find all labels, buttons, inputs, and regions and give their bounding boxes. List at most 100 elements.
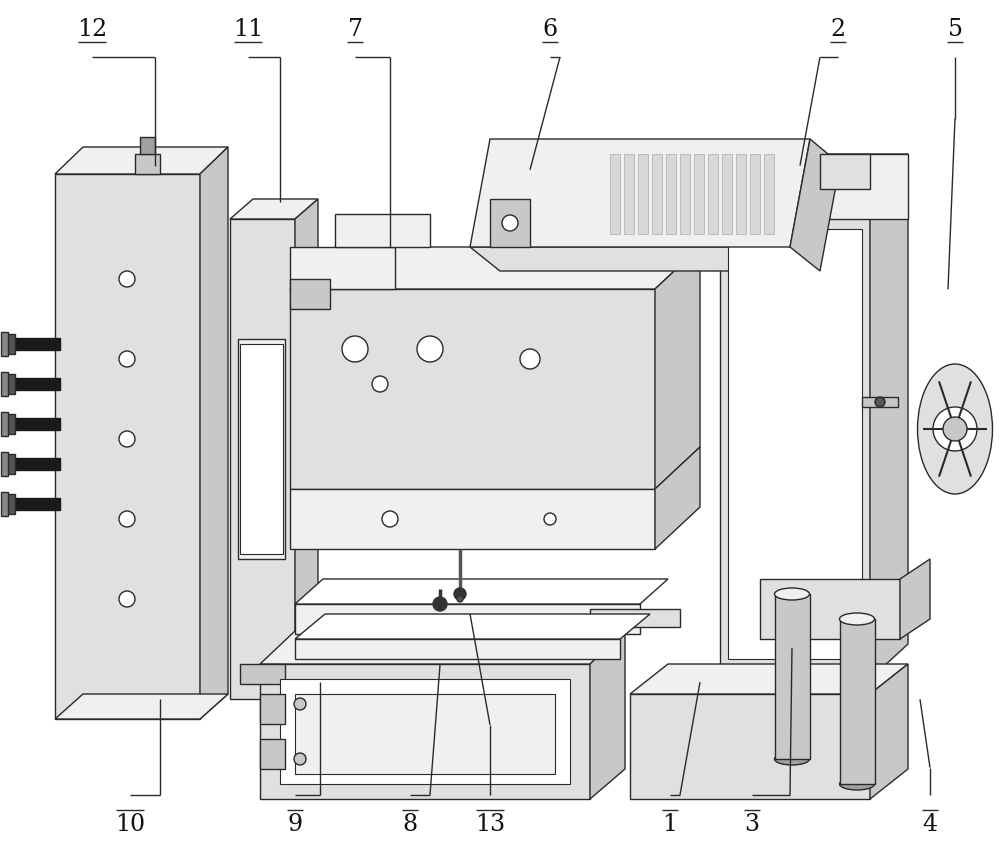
- Polygon shape: [590, 631, 625, 799]
- Polygon shape: [790, 140, 840, 272]
- Ellipse shape: [840, 613, 874, 625]
- Circle shape: [457, 596, 463, 602]
- Polygon shape: [720, 189, 870, 679]
- Polygon shape: [135, 154, 160, 175]
- Polygon shape: [5, 455, 15, 474]
- Circle shape: [342, 337, 368, 363]
- Text: 1: 1: [662, 812, 678, 835]
- Polygon shape: [15, 419, 60, 431]
- Polygon shape: [5, 495, 15, 514]
- Polygon shape: [280, 679, 570, 784]
- Circle shape: [933, 408, 977, 451]
- Text: 12: 12: [77, 18, 107, 41]
- Circle shape: [372, 376, 388, 392]
- Polygon shape: [1, 452, 8, 477]
- Polygon shape: [55, 694, 228, 719]
- Polygon shape: [760, 579, 900, 639]
- Text: 8: 8: [402, 812, 418, 835]
- Polygon shape: [290, 247, 700, 290]
- Circle shape: [294, 753, 306, 765]
- Polygon shape: [870, 664, 908, 799]
- Polygon shape: [240, 345, 283, 554]
- Circle shape: [520, 350, 540, 369]
- Polygon shape: [295, 604, 640, 635]
- Circle shape: [502, 216, 518, 232]
- Polygon shape: [630, 694, 870, 799]
- Polygon shape: [624, 154, 634, 235]
- Polygon shape: [290, 290, 655, 490]
- Polygon shape: [15, 498, 60, 510]
- Text: 10: 10: [115, 812, 145, 835]
- Polygon shape: [140, 138, 155, 154]
- Text: 6: 6: [542, 18, 558, 41]
- Polygon shape: [295, 200, 318, 699]
- Polygon shape: [290, 280, 330, 310]
- Circle shape: [544, 514, 556, 525]
- Polygon shape: [260, 664, 590, 799]
- Polygon shape: [260, 740, 285, 769]
- Polygon shape: [840, 619, 875, 784]
- Polygon shape: [260, 631, 625, 664]
- Polygon shape: [470, 140, 810, 247]
- Polygon shape: [5, 334, 15, 355]
- Polygon shape: [590, 609, 680, 627]
- Circle shape: [382, 512, 398, 527]
- Polygon shape: [295, 694, 555, 774]
- Polygon shape: [5, 374, 15, 395]
- Polygon shape: [694, 154, 704, 235]
- Polygon shape: [610, 154, 620, 235]
- Polygon shape: [15, 379, 60, 391]
- Circle shape: [119, 591, 135, 607]
- Polygon shape: [5, 415, 15, 434]
- Polygon shape: [15, 339, 60, 351]
- Polygon shape: [1, 333, 8, 357]
- Polygon shape: [870, 154, 908, 679]
- Polygon shape: [708, 154, 718, 235]
- Polygon shape: [230, 200, 318, 220]
- Polygon shape: [490, 200, 530, 247]
- Polygon shape: [764, 154, 774, 235]
- Text: 4: 4: [922, 812, 938, 835]
- Circle shape: [875, 397, 885, 408]
- Polygon shape: [722, 154, 732, 235]
- Polygon shape: [775, 595, 810, 759]
- Ellipse shape: [840, 778, 874, 790]
- Ellipse shape: [774, 753, 810, 765]
- Polygon shape: [260, 694, 285, 724]
- Polygon shape: [55, 175, 200, 719]
- Polygon shape: [630, 664, 908, 694]
- Polygon shape: [680, 154, 690, 235]
- Polygon shape: [55, 148, 228, 175]
- Polygon shape: [728, 229, 862, 659]
- Circle shape: [943, 417, 967, 442]
- Circle shape: [119, 272, 135, 287]
- Ellipse shape: [918, 364, 992, 495]
- Polygon shape: [666, 154, 676, 235]
- Polygon shape: [240, 664, 285, 684]
- Polygon shape: [1, 413, 8, 437]
- Polygon shape: [15, 458, 60, 471]
- Polygon shape: [655, 448, 700, 549]
- Circle shape: [119, 432, 135, 448]
- Polygon shape: [900, 560, 930, 639]
- Polygon shape: [290, 490, 655, 549]
- Polygon shape: [470, 247, 820, 272]
- Circle shape: [433, 597, 447, 612]
- Polygon shape: [655, 247, 700, 490]
- Circle shape: [454, 589, 466, 601]
- Polygon shape: [230, 220, 295, 699]
- Polygon shape: [295, 639, 620, 659]
- Text: 2: 2: [830, 18, 846, 41]
- Polygon shape: [820, 154, 908, 220]
- Circle shape: [417, 337, 443, 363]
- Polygon shape: [736, 154, 746, 235]
- Polygon shape: [295, 579, 668, 604]
- Text: 11: 11: [233, 18, 263, 41]
- Text: 3: 3: [744, 812, 760, 835]
- Polygon shape: [750, 154, 760, 235]
- Circle shape: [119, 512, 135, 527]
- Circle shape: [294, 699, 306, 711]
- Polygon shape: [1, 373, 8, 397]
- Polygon shape: [720, 154, 908, 189]
- Text: 9: 9: [287, 812, 303, 835]
